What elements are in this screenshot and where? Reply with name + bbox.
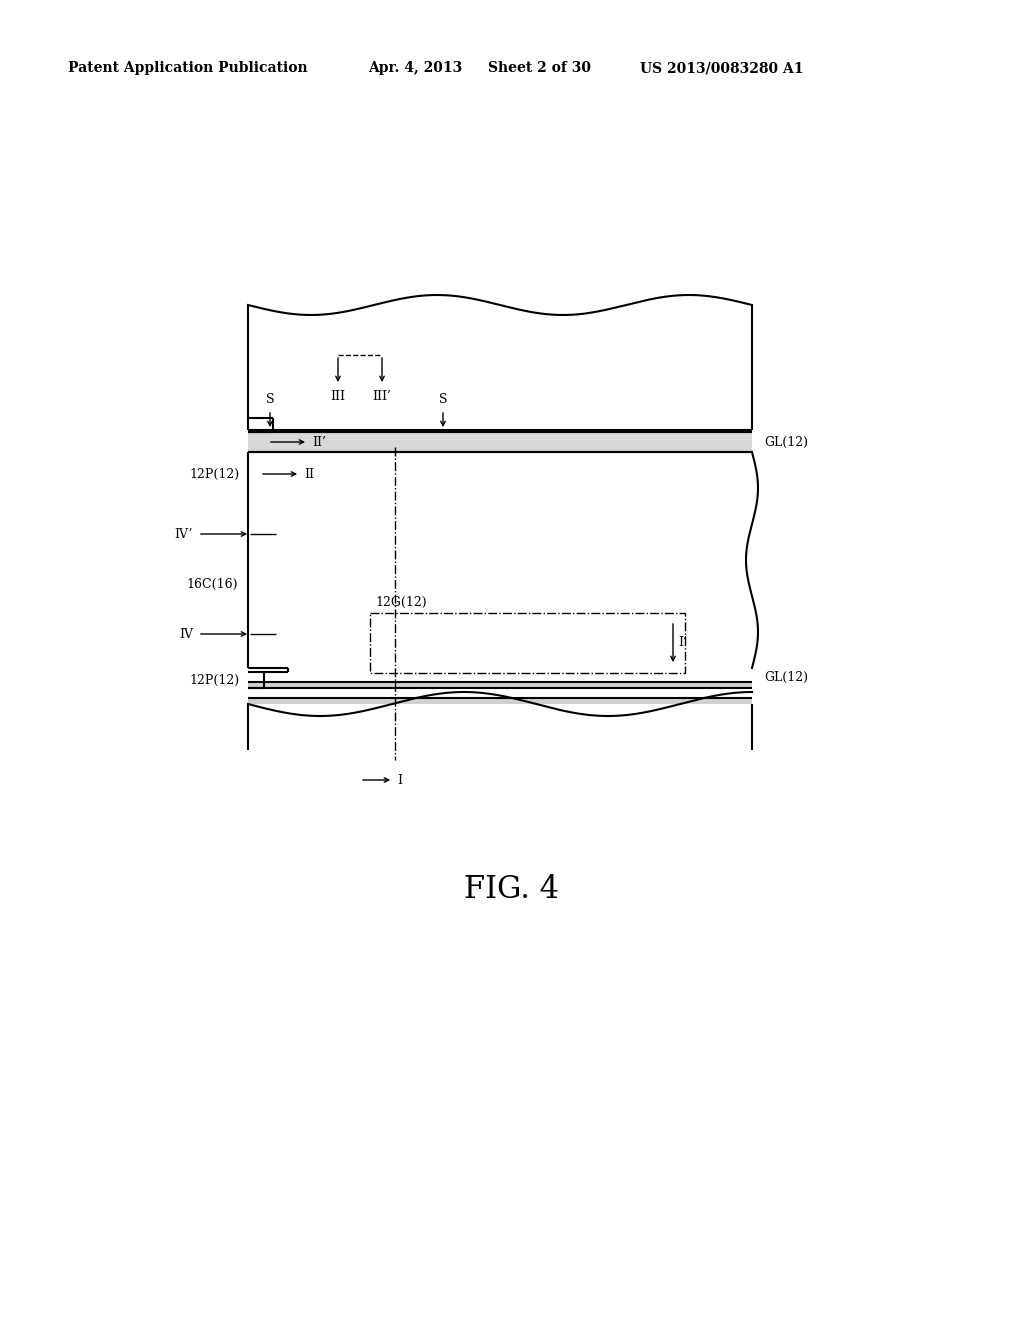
- Text: 12P(12): 12P(12): [189, 675, 240, 686]
- Text: GL(12): GL(12): [764, 671, 808, 684]
- Text: II: II: [304, 467, 314, 480]
- Text: 12P(12): 12P(12): [189, 467, 240, 480]
- Text: S: S: [266, 393, 274, 407]
- Bar: [248, 698, 752, 704]
- Text: III: III: [331, 389, 345, 403]
- Text: Patent Application Publication: Patent Application Publication: [68, 61, 307, 75]
- Text: US 2013/0083280 A1: US 2013/0083280 A1: [640, 61, 804, 75]
- Text: S: S: [438, 393, 447, 407]
- Bar: [370, 612, 685, 673]
- Bar: [248, 432, 752, 451]
- Text: Apr. 4, 2013: Apr. 4, 2013: [368, 61, 462, 75]
- Text: III’: III’: [373, 389, 391, 403]
- Text: II’: II’: [312, 436, 326, 449]
- Text: 12G(12): 12G(12): [375, 597, 427, 609]
- Text: I: I: [397, 774, 402, 787]
- Text: IV’: IV’: [175, 528, 193, 540]
- Text: Sheet 2 of 30: Sheet 2 of 30: [488, 61, 591, 75]
- Text: FIG. 4: FIG. 4: [465, 874, 559, 906]
- Text: IV: IV: [179, 627, 193, 640]
- Text: GL(12): GL(12): [764, 436, 808, 449]
- Text: 16C(16): 16C(16): [186, 578, 238, 590]
- Bar: [248, 682, 752, 688]
- Text: I’: I’: [678, 636, 687, 649]
